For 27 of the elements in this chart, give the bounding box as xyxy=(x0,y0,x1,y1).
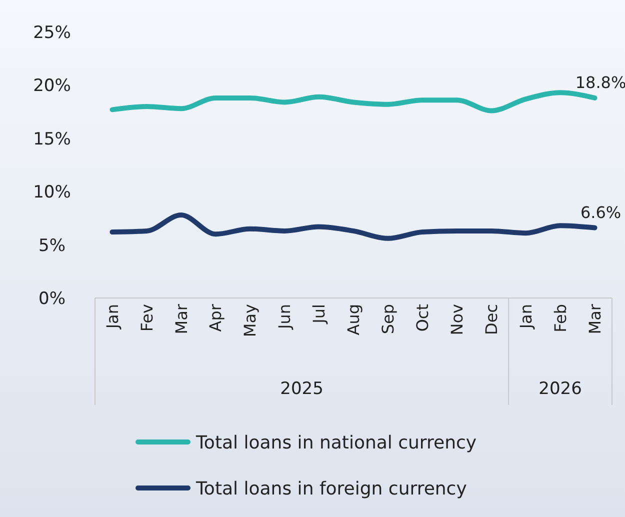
x-tick-label: Jan xyxy=(516,304,536,330)
x-tick-label: Mar xyxy=(585,304,604,334)
y-tick-label: 25% xyxy=(33,22,71,43)
x-tick-label: Oct xyxy=(413,304,432,332)
x-tick-label: Mar xyxy=(172,304,191,334)
x-tick-label: Fev xyxy=(137,304,156,332)
y-tick-label: 15% xyxy=(33,129,71,150)
x-tick-label: Jul xyxy=(310,304,329,324)
legend-label: Total loans in national currency xyxy=(195,432,477,454)
x-tick-label: Sep xyxy=(378,304,398,334)
data-label: 6.6% xyxy=(580,202,622,222)
x-tick-label: Jan xyxy=(102,304,122,330)
y-tick-label: 5% xyxy=(38,236,66,256)
text: 2026 xyxy=(538,378,582,399)
y-tick-label: 20% xyxy=(33,76,71,96)
x-tick-label: Nov xyxy=(448,304,466,336)
x-tick-label: Jun xyxy=(275,304,294,330)
x-tick-label: Aug xyxy=(344,304,364,336)
legend-label: Total loans in foreign currency xyxy=(195,478,468,500)
x-tick-label: Dec xyxy=(482,304,501,335)
x-tick-label: May xyxy=(240,304,260,338)
x-tick-label: Apr xyxy=(206,304,226,332)
x-tick-label: Feb xyxy=(550,304,570,332)
y-tick-label: 10% xyxy=(33,182,71,203)
text: 2025 xyxy=(280,378,324,399)
y-tick-label: 0% xyxy=(38,288,66,309)
data-label: 18.8% xyxy=(575,72,625,92)
